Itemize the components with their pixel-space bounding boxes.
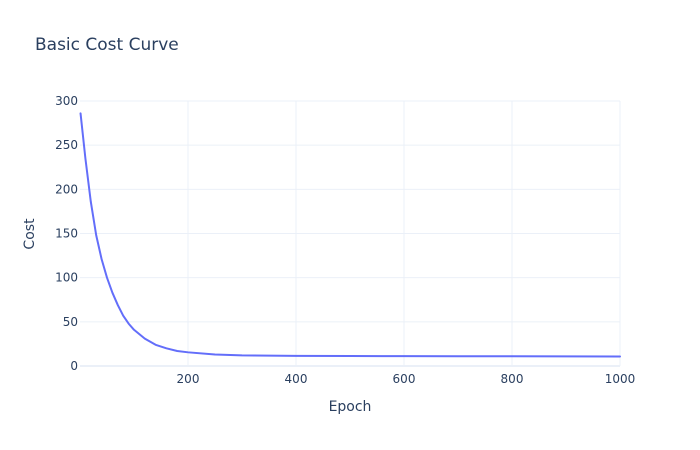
- x-tick-label: 1000: [605, 372, 636, 386]
- y-tick-label: 200: [55, 182, 78, 196]
- x-tick-label: 800: [501, 372, 524, 386]
- y-tick-label: 0: [70, 359, 78, 373]
- x-tick-label: 400: [285, 372, 308, 386]
- cost-series-line: [79, 112, 621, 358]
- y-tick-label: 300: [55, 94, 78, 108]
- x-tick-label: 200: [177, 372, 200, 386]
- y-axis-title: Cost: [22, 218, 38, 250]
- grid-lines: [80, 100, 621, 367]
- series-layer: [79, 112, 621, 358]
- y-tick-label: 50: [63, 315, 78, 329]
- tick-labels: 0 50 100 150 200 250 300 200 400 600 800 1000: [55, 94, 635, 386]
- y-tick-label: 250: [55, 138, 78, 152]
- y-tick-label: 150: [55, 227, 78, 241]
- x-tick-label: 600: [393, 372, 416, 386]
- x-axis-title: Epoch: [329, 399, 372, 415]
- y-tick-label: 100: [55, 271, 78, 285]
- chart-title: Basic Cost Curve: [35, 35, 179, 55]
